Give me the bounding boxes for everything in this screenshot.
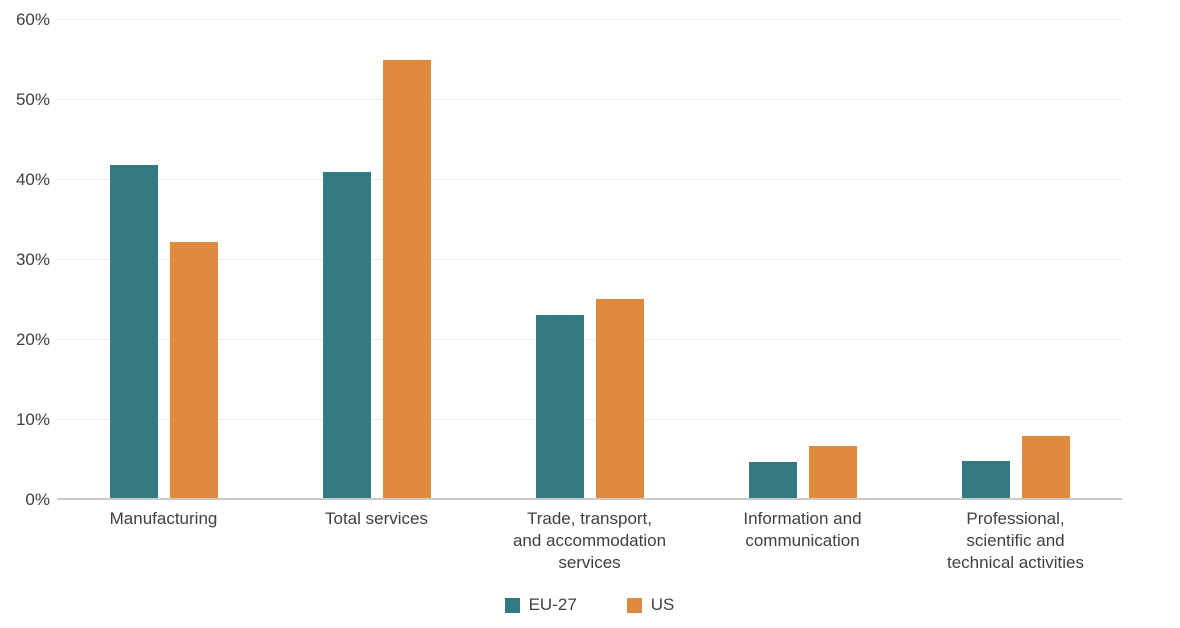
legend-item-eu-27: EU-27	[504, 595, 577, 615]
y-tick-label: 20%	[15, 330, 50, 349]
bar-us	[1021, 435, 1070, 498]
category-label: Total services	[270, 508, 483, 530]
x-axis-line	[57, 498, 1122, 500]
y-tick-label: 30%	[15, 250, 50, 269]
category-label: Manufacturing	[57, 508, 270, 530]
category-label-line: Total services	[325, 509, 428, 528]
legend: EU-27 US	[57, 595, 1122, 615]
category-label-line: Professional,	[966, 509, 1065, 528]
gridline	[57, 339, 1122, 340]
category-label: Information and communication	[696, 508, 909, 552]
category-label-line: Trade, transport,	[526, 509, 653, 528]
bar-eu-27	[535, 314, 584, 498]
legend-swatch-icon	[626, 597, 642, 613]
category-label-line: Manufacturing	[109, 509, 218, 528]
category-label-line: and accommodation	[512, 531, 667, 550]
y-tick-label: 10%	[15, 410, 50, 429]
y-tick-label: 40%	[15, 170, 50, 189]
bar-eu-27	[322, 172, 371, 498]
legend-label: US	[650, 595, 675, 614]
bar-group	[535, 20, 644, 500]
category-label-line: scientific and	[966, 531, 1065, 550]
bar-eu-27	[961, 461, 1010, 498]
legend-item-us: US	[626, 595, 675, 615]
plot-area	[57, 19, 1122, 500]
bar-us	[595, 298, 644, 498]
y-tick-label: 50%	[15, 90, 50, 109]
category-label: Trade, transport, and accommodation servic…	[483, 508, 696, 574]
legend-swatch-icon	[504, 597, 520, 613]
gridline	[57, 99, 1122, 100]
bar-eu-27	[109, 165, 158, 498]
bar-us	[382, 60, 431, 498]
bar-group	[961, 20, 1070, 500]
category-label-line: Information and	[743, 509, 862, 528]
y-tick-label: 0%	[25, 490, 50, 509]
category-label: Professional, scientific and technical act…	[909, 508, 1122, 574]
y-axis: 0% 10% 20% 30% 40% 50% 60%	[0, 10, 50, 509]
legend-label: EU-27	[528, 595, 577, 614]
gridline	[57, 419, 1122, 420]
gridline	[57, 179, 1122, 180]
category-label-line: services	[558, 553, 621, 572]
bar-us	[169, 242, 218, 498]
category-label-line: communication	[745, 531, 860, 550]
bar-group	[748, 20, 857, 500]
gridline	[57, 19, 1122, 20]
bar-eu-27	[748, 462, 797, 498]
bar-us	[808, 446, 857, 498]
gridline	[57, 259, 1122, 260]
category-label-line: technical activities	[946, 553, 1084, 572]
y-tick-label: 60%	[15, 10, 50, 29]
bar-group	[322, 20, 431, 500]
bar-group	[109, 20, 218, 500]
x-axis-labels: Manufacturing Total services Trade, transp…	[57, 508, 1122, 578]
